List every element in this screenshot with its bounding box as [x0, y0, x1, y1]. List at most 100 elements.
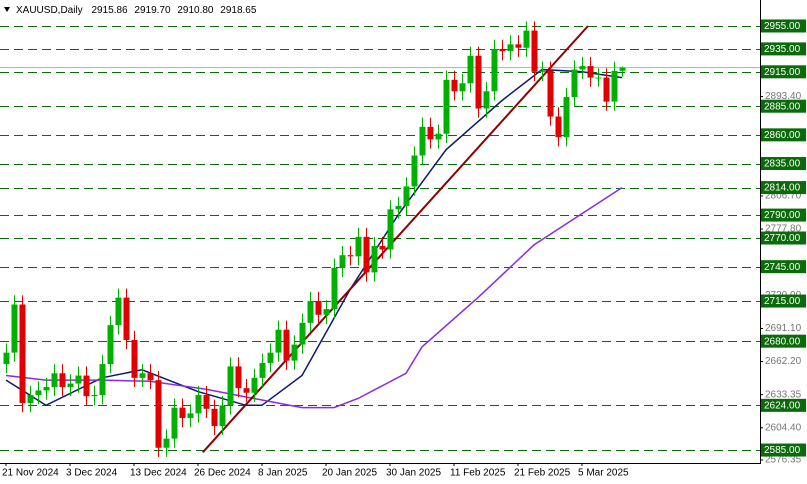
candle-body	[27, 395, 34, 404]
levels	[0, 26, 760, 451]
candle-body	[3, 352, 10, 365]
level-label: 2814.00	[764, 183, 801, 194]
candle-body	[275, 329, 282, 353]
level-label: 2835.00	[764, 159, 801, 170]
candle-body	[299, 322, 306, 345]
chart-header: XAUUSD,Daily 2915.86 2919.70 2910.80 291…	[16, 5, 257, 16]
moving-average	[5, 68, 623, 407]
candle-body	[515, 44, 522, 48]
candle-body	[107, 325, 114, 365]
level-label: 2770.00	[764, 233, 801, 244]
candle-body	[67, 383, 74, 388]
candle-body	[43, 387, 50, 391]
candle-body	[139, 373, 146, 378]
candle-body	[387, 209, 394, 250]
candle-body	[19, 304, 26, 404]
candle-body	[315, 301, 322, 315]
candle-body	[539, 70, 546, 72]
candle-body	[99, 364, 106, 396]
candle-body	[307, 301, 314, 323]
candle-body	[83, 375, 90, 397]
trend-line	[202, 25, 589, 453]
candle-body	[595, 77, 602, 79]
y-tick-label: 2662.20	[765, 356, 802, 367]
candle-body	[259, 362, 266, 378]
level-label-box	[761, 99, 806, 113]
x-tick-label: 21 Nov 2024	[2, 468, 59, 479]
candle-body	[323, 309, 330, 315]
candle-body	[267, 352, 274, 363]
candle-body	[419, 126, 426, 156]
candle-body	[51, 373, 58, 388]
candle-body	[475, 55, 482, 109]
x-tick-label: 30 Jan 2025	[386, 468, 441, 479]
chart-title: XAUUSD,Daily	[16, 5, 83, 16]
candle-body	[35, 390, 42, 396]
candle-body	[555, 116, 562, 138]
candle-body	[291, 344, 298, 361]
x-tick-label: 26 Dec 2024	[194, 468, 251, 479]
menu-arrow	[4, 7, 10, 12]
x-tick-label: 20 Jan 2025	[322, 468, 377, 479]
candle-body	[219, 405, 226, 426]
candle-body	[91, 395, 98, 397]
candle-body	[147, 373, 154, 381]
header-close: 2918.65	[220, 5, 257, 16]
candle-body	[403, 186, 410, 206]
y-tick-label: 2806.70	[765, 191, 802, 202]
level-label: 2715.00	[764, 296, 801, 307]
level-label: 2935.00	[764, 44, 801, 55]
candle-body	[339, 255, 346, 268]
level-label-box	[761, 19, 806, 33]
candle-body	[619, 67, 626, 71]
candle-body	[507, 44, 514, 52]
x-tick-label: 8 Jan 2025	[258, 468, 308, 479]
candle-body	[235, 366, 242, 389]
level-label: 2915.00	[764, 67, 801, 78]
level-label-box	[761, 157, 806, 171]
candle-body	[427, 126, 434, 140]
level-label-box	[761, 294, 806, 308]
candle-body	[131, 340, 138, 378]
candle-body	[355, 236, 362, 257]
level-label: 2624.00	[764, 400, 801, 411]
candle-body	[195, 395, 202, 414]
candle-body	[499, 48, 506, 52]
candle-body	[443, 79, 450, 134]
y-tick-label: 2893.40	[765, 91, 802, 102]
candle-body	[363, 236, 370, 273]
level-label: 2885.00	[764, 101, 801, 112]
candle-body	[395, 205, 402, 210]
candle-body	[75, 375, 82, 384]
level-label-box	[761, 443, 806, 457]
candle-body	[563, 97, 570, 138]
x-tick-label: 3 Dec 2024	[66, 468, 118, 479]
level-label-box	[761, 181, 806, 195]
level-label: 2585.00	[764, 445, 801, 456]
level-label-box	[761, 334, 806, 348]
level-label-box	[761, 231, 806, 245]
y-tick-label: 2691.10	[765, 323, 802, 334]
level-label: 2745.00	[764, 262, 801, 273]
candle-body	[227, 366, 234, 406]
candle-body	[331, 267, 338, 310]
candle-body	[523, 30, 530, 48]
candle-body	[251, 377, 258, 393]
x-tick-label: 13 Dec 2024	[130, 468, 187, 479]
candle-body	[155, 380, 162, 448]
candle-body	[411, 155, 418, 187]
level-label: 2860.00	[764, 130, 801, 141]
moving-average	[5, 186, 623, 409]
candle-body	[587, 66, 594, 78]
y-tick-label: 2633.35	[765, 389, 802, 400]
candle-body	[371, 246, 378, 273]
level-label: 2790.00	[764, 210, 801, 221]
candle-body	[123, 297, 130, 341]
candle-body	[59, 373, 66, 388]
level-label-box	[761, 398, 806, 412]
header-high: 2919.70	[134, 5, 171, 16]
level-label: 2680.00	[764, 336, 801, 347]
